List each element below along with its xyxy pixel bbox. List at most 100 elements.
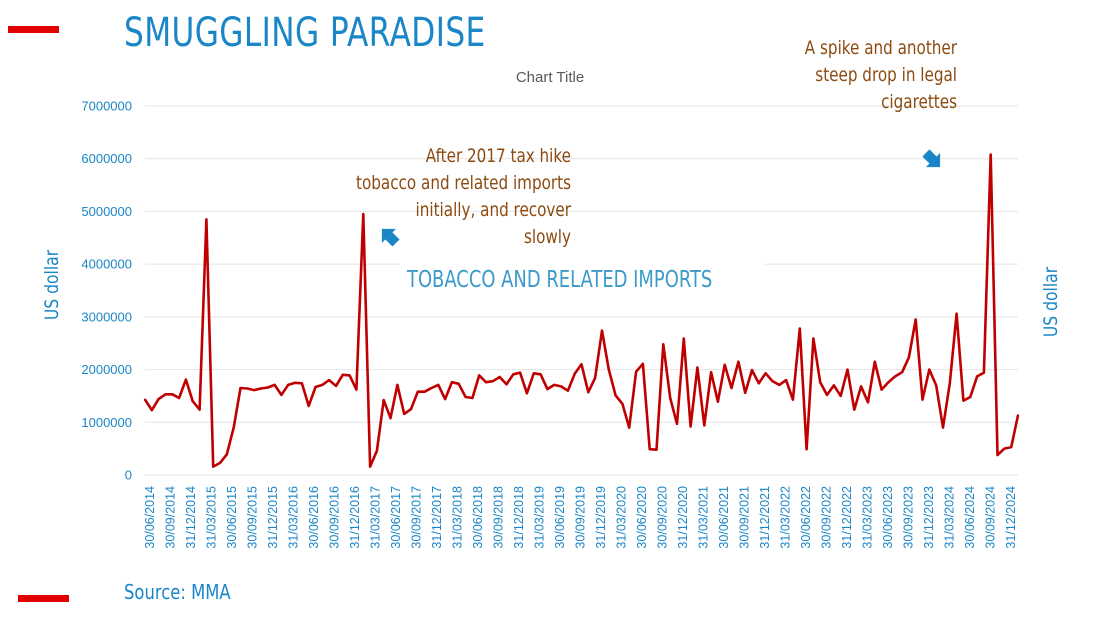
- data-point: [798, 327, 801, 330]
- data-point: [314, 385, 317, 389]
- y-tick-label: 1000000: [81, 415, 132, 430]
- data-point: [389, 417, 392, 420]
- data-point: [539, 373, 542, 376]
- data-point: [819, 381, 822, 384]
- data-point: [287, 383, 290, 386]
- data-point: [621, 402, 624, 405]
- data-point: [505, 383, 508, 386]
- x-tick-label: 30/09/2016: [328, 486, 342, 549]
- data-point: [689, 425, 692, 428]
- x-tick-label: 31/03/2024: [943, 486, 957, 549]
- x-tick-label: 31/12/2017: [430, 486, 444, 549]
- data-point: [423, 390, 426, 393]
- data-point: [941, 426, 945, 429]
- data-point: [198, 408, 201, 411]
- series-line-group: [143, 153, 1020, 468]
- x-tick-label: 31/12/2020: [676, 486, 690, 549]
- data-point: [403, 412, 406, 415]
- data-point: [696, 366, 699, 369]
- data-point: [519, 371, 522, 374]
- data-point: [471, 396, 474, 400]
- data-point: [662, 343, 665, 346]
- source-note: Source: MMA: [124, 580, 231, 604]
- data-point: [232, 426, 235, 429]
- data-point: [846, 368, 849, 371]
- data-point: [723, 363, 726, 366]
- data-point: [607, 368, 610, 371]
- data-point: [164, 393, 167, 396]
- data-point: [730, 386, 733, 390]
- data-point: [669, 396, 672, 400]
- annotation-line: cigarettes: [881, 91, 957, 113]
- x-tick-label: 30/06/2016: [307, 486, 321, 549]
- data-point: [914, 318, 917, 321]
- data-point: [982, 371, 986, 374]
- x-tick-label: 31/03/2020: [615, 486, 629, 549]
- annotation-tax-hike: After 2017 tax hike tobacco and related i…: [356, 145, 572, 248]
- x-tick-label: 31/12/2016: [348, 486, 362, 549]
- data-point: [648, 448, 651, 451]
- series-line: [143, 153, 1020, 468]
- data-point: [580, 363, 583, 366]
- data-point: [253, 389, 256, 392]
- data-point: [614, 394, 617, 397]
- y-axis-label-right: US dollar: [1041, 266, 1063, 337]
- x-tick-label: 31/12/2021: [758, 486, 772, 549]
- data-point: [873, 360, 876, 363]
- data-point: [737, 360, 740, 363]
- data-point: [341, 373, 344, 376]
- data-point: [825, 393, 829, 396]
- data-point: [225, 453, 228, 456]
- x-tick-label: 30/09/2021: [738, 486, 752, 549]
- data-point: [716, 400, 720, 403]
- x-axis-ticks: 30/06/2014 30/09/2014 31/12/2014 31/03/2015…: [143, 486, 1018, 549]
- x-tick-label: 30/06/2022: [799, 486, 813, 549]
- data-point: [348, 374, 351, 377]
- y-tick-label: 3000000: [81, 309, 132, 324]
- y-tick-label: 2000000: [81, 362, 132, 377]
- data-point: [969, 395, 972, 399]
- y-tick-label: 5000000: [81, 204, 132, 219]
- data-point: [321, 383, 324, 386]
- y-axis-label: US dollar: [42, 249, 64, 320]
- data-point: [839, 394, 842, 397]
- x-tick-label: 31/03/2021: [697, 486, 711, 549]
- data-point: [478, 374, 481, 377]
- data-point: [484, 381, 488, 384]
- x-tick-label: 30/06/2018: [471, 486, 485, 549]
- accent-bar-bottom: [18, 595, 69, 602]
- y-tick-label: 7000000: [81, 99, 132, 114]
- data-point: [416, 390, 419, 393]
- arrow-icon: [922, 149, 941, 168]
- data-point: [293, 381, 297, 384]
- data-point: [682, 337, 685, 340]
- data-point: [921, 398, 924, 401]
- data-point: [430, 386, 433, 390]
- data-point: [894, 375, 897, 378]
- data-point: [280, 393, 283, 396]
- data-point: [996, 453, 999, 457]
- data-point: [382, 399, 385, 402]
- data-point: [273, 383, 276, 386]
- x-tick-label: 30/06/2024: [963, 486, 977, 549]
- data-point: [307, 404, 310, 407]
- data-point: [812, 337, 815, 340]
- annotation-line: After 2017 tax hike: [426, 145, 571, 167]
- data-point: [218, 461, 222, 464]
- data-point: [962, 399, 965, 402]
- data-point: [457, 382, 460, 385]
- data-point: [675, 422, 679, 425]
- x-tick-label: 31/03/2015: [205, 486, 219, 549]
- data-point: [246, 387, 249, 390]
- data-point: [628, 426, 631, 429]
- data-point: [785, 379, 788, 382]
- y-tick-label: 6000000: [81, 151, 132, 166]
- data-point: [532, 372, 535, 375]
- data-point: [437, 383, 440, 386]
- x-tick-label: 31/03/2016: [287, 486, 301, 549]
- x-tick-label: 30/06/2020: [635, 486, 649, 549]
- x-tick-label: 30/06/2017: [389, 486, 403, 549]
- data-point: [559, 385, 563, 388]
- data-point: [573, 372, 576, 375]
